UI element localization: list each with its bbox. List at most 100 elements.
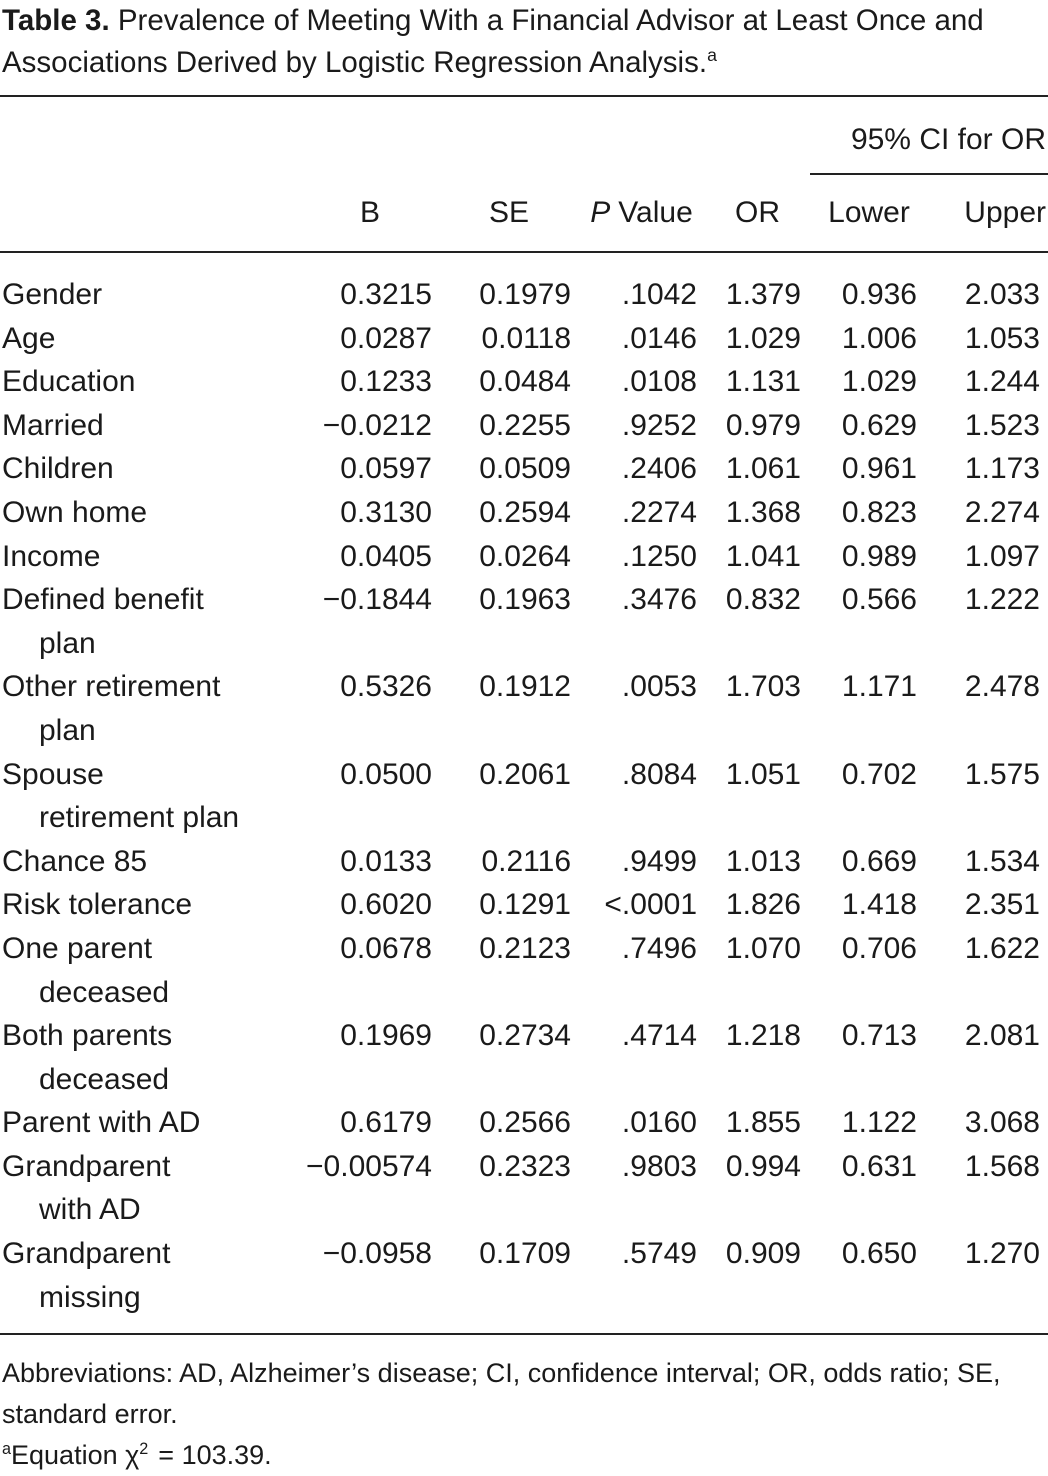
row-label: Other retirement plan xyxy=(0,665,300,752)
row-label: Education xyxy=(0,360,300,404)
table-cell: 0.629 xyxy=(841,408,917,442)
table-cell: 2.351 xyxy=(964,888,1040,922)
row-label: Risk tolerance xyxy=(0,883,300,927)
row-label-line: deceased xyxy=(39,975,170,1009)
table-cell: 1.173 xyxy=(964,452,1040,486)
table-row: Chance 85 0.0133 0.2116 .9499 1.013 0.669 1.53… xyxy=(0,840,1048,884)
table-cell: 1.855 xyxy=(725,1106,801,1140)
table-cell: .4714 xyxy=(621,1019,697,1053)
table-cell: 0.566 xyxy=(841,583,917,617)
table-cell: 1.418 xyxy=(841,888,917,922)
equation-rest: = 103.39. xyxy=(158,1440,272,1471)
table-cell: .0160 xyxy=(621,1106,697,1140)
table-cell: .2406 xyxy=(621,452,697,486)
row-label-line: Risk tolerance xyxy=(2,888,193,922)
row-label: Married xyxy=(0,404,300,448)
footnote-marker: a xyxy=(2,1440,12,1459)
row-label: Grandparent with AD xyxy=(0,1145,300,1232)
footnotes: Abbreviations: AD, Alzheimer’s disease; … xyxy=(0,1335,1048,1476)
table-cell: 1.703 xyxy=(725,670,801,704)
table-row: Children 0.0597 0.0509 .2406 1.061 0.961 1.173 xyxy=(0,447,1048,491)
table-cell: 0.702 xyxy=(841,757,917,791)
row-label: Both parents deceased xyxy=(0,1014,300,1101)
row-label: Income xyxy=(0,535,300,579)
table-cell: .0108 xyxy=(621,365,697,399)
column-header-row: B SE P Value OR Lower Upper xyxy=(0,175,1048,251)
table-cell: 0.2566 xyxy=(479,1106,571,1140)
table-cell: 0.1912 xyxy=(479,670,571,704)
row-label: Defined benefit plan xyxy=(0,578,300,665)
group-header-text: 95% CI for OR xyxy=(850,123,1046,156)
column-header: B xyxy=(300,175,440,251)
table-cell: 1.041 xyxy=(725,539,801,573)
table-cell: .7496 xyxy=(621,931,697,965)
table-cell: 0.1709 xyxy=(479,1237,571,1271)
table-row: Risk tolerance 0.6020 0.1291 <.0001 1.826 1.4… xyxy=(0,883,1048,927)
table-cell: 0.989 xyxy=(841,539,917,573)
row-label-line: retirement plan xyxy=(39,801,240,835)
column-header-text: Lower xyxy=(828,196,910,229)
table-cell: 1.568 xyxy=(964,1149,1040,1183)
table-cell: 0.961 xyxy=(841,452,917,486)
table-cell: 1.171 xyxy=(841,670,917,704)
column-header: Lower xyxy=(810,175,928,251)
group-header: 95% CI for OR xyxy=(810,97,1048,175)
table-row: Defined benefit plan −0.1844 0.1963 .3476 0.8… xyxy=(0,578,1048,665)
table-row: Parent with AD 0.6179 0.2566 .0160 1.855 1.12… xyxy=(0,1101,1048,1145)
row-label-line: Gender xyxy=(2,278,103,311)
table-cell: 1.826 xyxy=(725,888,801,922)
table-header: 95% CI for OR B SE P Value OR Lower Upper xyxy=(0,95,1048,253)
table-cell: 1.244 xyxy=(964,365,1040,399)
row-label: Chance 85 xyxy=(0,840,300,884)
equation-text: Equation χ xyxy=(11,1440,140,1471)
table-body: Gender 0.3215 0.1979 .1042 1.379 0.936 2.033 Ag… xyxy=(0,253,1048,1336)
table-cell: 1.534 xyxy=(964,844,1040,878)
row-label: Grandparent missing xyxy=(0,1232,300,1319)
table-cell: .9252 xyxy=(621,408,697,442)
table-row: Own home 0.3130 0.2594 .2274 1.368 0.823 2.274 xyxy=(0,491,1048,535)
row-label: Age xyxy=(0,317,300,361)
row-label: Parent with AD xyxy=(0,1101,300,1145)
row-label-line: One parent xyxy=(2,931,153,965)
table-cell: 0.2123 xyxy=(479,931,571,965)
table-row: Spouse retirement plan 0.0500 0.2061 .8084 1.… xyxy=(0,753,1048,840)
table-cell: 0.909 xyxy=(725,1237,801,1271)
table-cell: 1.053 xyxy=(964,321,1040,355)
title-text: Prevalence of Meeting With a Financial A… xyxy=(2,4,984,79)
column-header-text: SE xyxy=(488,196,530,229)
row-label-line: Parent with AD xyxy=(2,1106,201,1140)
table-cell: 0.2594 xyxy=(479,495,571,529)
table-cell: .3476 xyxy=(621,583,697,617)
table-title: Table 3. Prevalence of Meeting With a Fi… xyxy=(0,0,1048,84)
table-row: Gender 0.3215 0.1979 .1042 1.379 0.936 2.033 xyxy=(0,273,1048,317)
table-cell: .0053 xyxy=(621,670,697,704)
row-label-line: deceased xyxy=(39,1062,170,1096)
table-cell: 1.379 xyxy=(725,278,801,311)
column-header-text: B xyxy=(359,196,380,229)
table-cell: −0.00574 xyxy=(306,1149,432,1183)
table-cell: 1.523 xyxy=(964,408,1040,442)
equation-note: aEquation χ2 = 103.39. xyxy=(2,1435,1046,1476)
row-label-line: missing xyxy=(39,1280,141,1314)
row-label-line: Defined benefit xyxy=(2,583,204,617)
row-label-line: plan xyxy=(39,626,96,660)
table-cell: 1.222 xyxy=(964,583,1040,617)
table-cell: 1.051 xyxy=(725,757,801,791)
row-label-line: Grandparent xyxy=(2,1149,171,1183)
column-header: OR xyxy=(705,175,810,251)
table-cell: 1.006 xyxy=(841,321,917,355)
row-label-line: Grandparent xyxy=(2,1237,171,1271)
table-cell: 1.270 xyxy=(964,1237,1040,1271)
column-header: P Value xyxy=(578,175,705,251)
table-cell: 1.070 xyxy=(725,931,801,965)
column-header: SE xyxy=(440,175,578,251)
equation-superscript: 2 xyxy=(139,1440,149,1459)
table-cell: 1.029 xyxy=(841,365,917,399)
table-cell: −0.0212 xyxy=(322,408,432,442)
row-label-line: Chance 85 xyxy=(2,844,148,878)
table-cell: 0.823 xyxy=(841,495,917,529)
table-cell: 0.0678 xyxy=(340,931,432,965)
table-cell: .8084 xyxy=(621,757,697,791)
table-cell: 1.029 xyxy=(725,321,801,355)
